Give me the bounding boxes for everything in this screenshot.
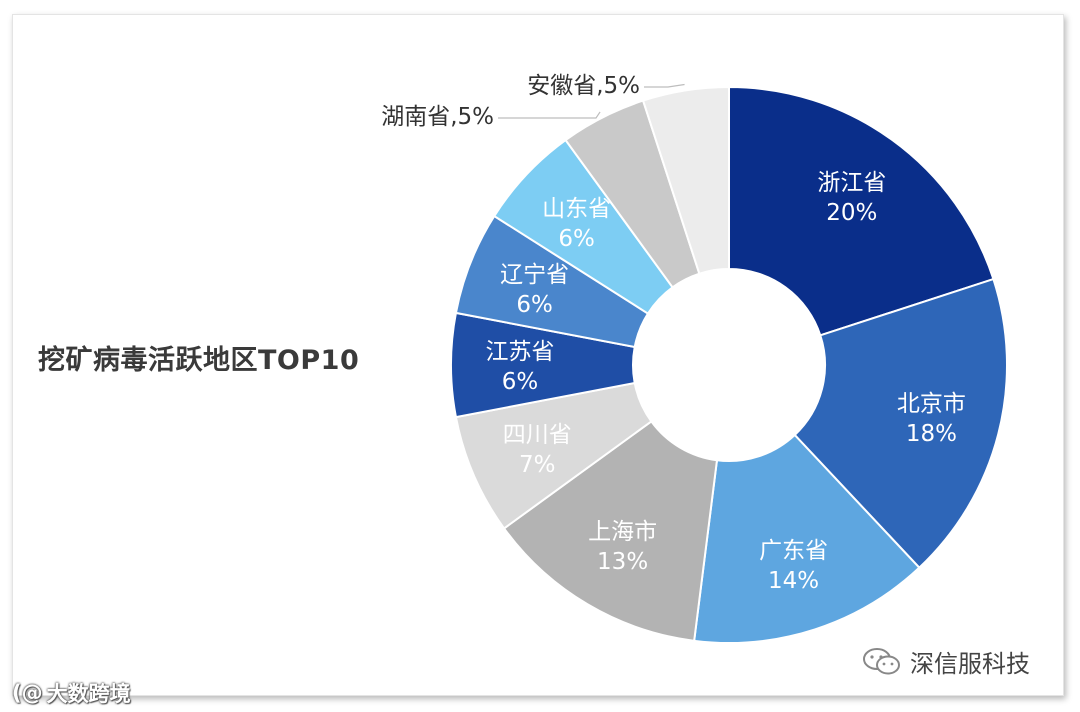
slice-label-4: 上海市 [588,519,657,545]
slice-outside-label-9: 湖南省,5% [381,104,494,130]
slice-value-7: 6% [516,292,553,318]
slice-label-7: 辽宁省 [500,262,569,288]
labels-group: 浙江省 20% 北京市 18% 广东省 14% 上海市 13% 四川省 7% 江苏省 6% 辽宁省 6% 山… [381,73,966,594]
slice-label-6: 江苏省 [486,339,555,365]
watermark-logo-icon: (@ [12,681,43,705]
leader-line-9 [498,111,601,119]
watermark-right-text: 深信服科技 [910,650,1030,678]
wechat-icon [862,647,902,677]
slice-value-4: 13% [597,549,648,575]
slice-value-2: 18% [906,421,957,447]
slice-10 [641,85,730,275]
slice-value-3: 14% [768,568,819,594]
watermark-left-text: 大数跨境 [46,682,131,706]
slice-value-8: 6% [558,226,595,252]
watermark-left: (@ 大数跨境 [12,678,131,708]
slice-value-5: 7% [519,452,556,478]
slice-label-2: 北京市 [897,391,966,417]
slice-label-8: 山东省 [542,196,611,222]
slice-4 [502,420,719,642]
slice-value-1: 20% [826,200,877,226]
slice-1 [728,85,995,337]
slice-label-5: 四川省 [503,422,572,448]
slice-label-3: 广东省 [759,538,828,564]
slice-label-1: 浙江省 [817,170,886,196]
slices-group [450,85,1008,644]
leader-line-10 [644,83,685,88]
slice-outside-label-10: 安徽省,5% [527,73,640,99]
slice-2 [793,277,1008,570]
slice-value-6: 6% [502,369,539,395]
watermark-right: 深信服科技 [862,644,1030,679]
slice-3 [693,433,921,644]
chart-title: 挖矿病毒活跃地区TOP10 [38,345,360,376]
